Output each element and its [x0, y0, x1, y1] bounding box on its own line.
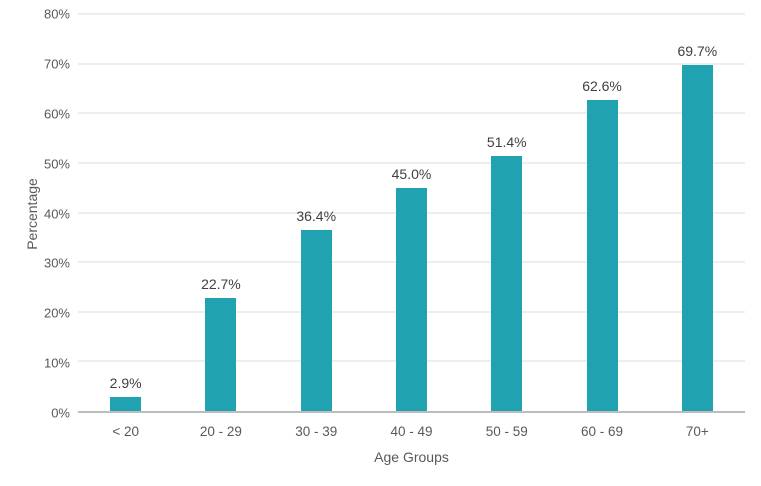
- bar-slot: 2.9%: [78, 14, 173, 411]
- bar-slot: 62.6%: [554, 14, 649, 411]
- y-axis-tick-label: 0%: [51, 405, 70, 421]
- bar-value-label: 22.7%: [201, 276, 241, 293]
- plot-area: 2.9% 22.7% 36.4% 45.0% 51.4% 62.6% 69.7%: [78, 13, 745, 413]
- bar-50-59: [491, 155, 523, 411]
- x-axis-category-label: 40 - 49: [390, 424, 433, 439]
- gridline: [78, 13, 745, 15]
- y-axis-tick-label: 20%: [43, 305, 70, 321]
- x-axis-title: Age Groups: [374, 449, 449, 465]
- bar-slot: 69.7%: [650, 14, 745, 411]
- y-axis-tick-label: 30%: [43, 255, 70, 271]
- bar-60-69: [586, 100, 618, 411]
- x-axis-category-label: 30 - 39: [295, 424, 338, 439]
- bar-30-39: [300, 230, 332, 411]
- bar-20-29: [205, 298, 237, 411]
- bar-slot: 45.0%: [364, 14, 459, 411]
- y-axis-tick-label: 50%: [43, 156, 70, 172]
- bar-slot: 22.7%: [173, 14, 268, 411]
- x-axis-category-label: 20 - 29: [199, 424, 242, 439]
- bar-70plus: [681, 65, 713, 411]
- y-axis-tick-labels: 0% 10% 20% 30% 40% 50% 60% 70% 80%: [0, 8, 70, 420]
- x-axis-category-label: < 20: [112, 424, 139, 439]
- bar-value-label: 36.4%: [296, 208, 337, 225]
- bar-value-label: 51.4%: [486, 133, 527, 150]
- y-axis-tick-label: 40%: [43, 206, 70, 221]
- x-axis-category-label: 60 - 69: [581, 424, 624, 439]
- bar-value-label: 45.0%: [391, 165, 432, 182]
- x-axis-category-labels: < 20 20 - 29 30 - 39 40 - 49 50 - 59 60 - 69 7…: [78, 424, 745, 439]
- y-axis-tick-label: 10%: [43, 355, 70, 371]
- bar-slot: 51.4%: [459, 14, 554, 411]
- bar-value-label: 69.7%: [677, 43, 718, 60]
- y-axis-tick-label: 60%: [43, 106, 70, 122]
- y-axis-tick-label: 80%: [43, 6, 70, 22]
- bar-value-label: 2.9%: [109, 374, 142, 391]
- gridline: [78, 112, 745, 114]
- bar-40-49: [395, 187, 427, 411]
- bar-series: 2.9% 22.7% 36.4% 45.0% 51.4% 62.6% 69.7%: [78, 14, 745, 411]
- gridline: [78, 162, 745, 164]
- bar-slot: 36.4%: [269, 14, 364, 411]
- x-axis-category-label: 70+: [685, 424, 709, 439]
- bar-lt20: [110, 396, 142, 411]
- y-axis-tick-label: 70%: [43, 56, 70, 72]
- x-axis-category-label: 50 - 59: [485, 424, 528, 439]
- bar-value-label: 62.6%: [582, 78, 622, 95]
- gridline: [78, 63, 745, 65]
